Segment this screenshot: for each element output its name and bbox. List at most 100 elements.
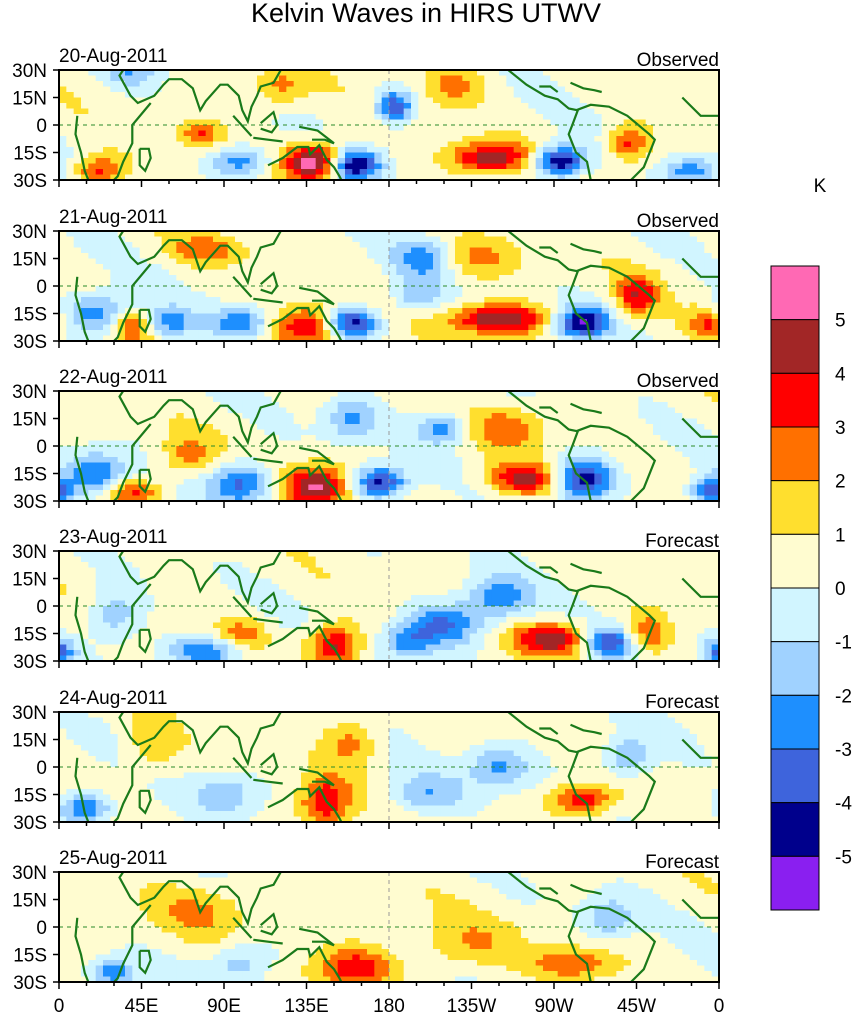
anomaly-cell [535, 130, 544, 137]
anomaly-cell [337, 163, 346, 170]
anomaly-cell [513, 291, 522, 298]
anomaly-cell [205, 236, 214, 243]
anomaly-cell [506, 308, 515, 315]
anomaly-cell [418, 103, 427, 110]
anomaly-cell [249, 125, 258, 132]
anomaly-cell [543, 446, 551, 453]
anomaly-cell [572, 319, 581, 326]
anomaly-cell [191, 174, 199, 181]
anomaly-cell [169, 275, 177, 282]
anomaly-cell [264, 440, 273, 447]
anomaly-cell [293, 302, 302, 309]
anomaly-cell [191, 446, 199, 453]
anomaly-cell [513, 92, 522, 99]
anomaly-cell [257, 275, 265, 282]
anomaly-cell [484, 429, 493, 436]
anomaly-cell [132, 269, 141, 276]
anomaly-cell [418, 286, 427, 293]
anomaly-cell [367, 418, 375, 425]
anomaly-cell [689, 147, 698, 154]
anomaly-cell [205, 457, 214, 464]
anomaly-cell [110, 152, 119, 159]
anomaly-cell [513, 302, 522, 309]
anomaly-cell [491, 141, 500, 148]
anomaly-cell [161, 413, 170, 420]
anomaly-cell [587, 147, 595, 154]
anomaly-cell [271, 253, 280, 260]
anomaly-cell [227, 174, 236, 181]
anomaly-cell [623, 158, 632, 165]
anomaly-cell [491, 269, 500, 276]
anomaly-cell [675, 75, 683, 82]
anomaly-cell [169, 136, 177, 143]
anomaly-cell [227, 114, 236, 121]
anomaly-cell [125, 269, 133, 276]
anomaly-cell [653, 236, 661, 243]
anomaly-cell [95, 435, 104, 442]
anomaly-cell [675, 174, 683, 181]
anomaly-cell [117, 302, 126, 309]
anomaly-cell [601, 429, 610, 436]
anomaly-cell [535, 308, 544, 315]
anomaly-cell [499, 446, 507, 453]
anomaly-cell [433, 141, 441, 148]
anomaly-cell [66, 335, 75, 342]
anomaly-cell [660, 424, 669, 431]
anomaly-cell [249, 264, 258, 271]
anomaly-cell [521, 280, 529, 287]
anomaly-cell [125, 163, 133, 170]
anomaly-cell [653, 302, 661, 309]
anomaly-cell [301, 435, 309, 442]
anomaly-cell [506, 92, 515, 99]
anomaly-cell [697, 86, 705, 93]
anomaly-cell [374, 391, 383, 398]
anomaly-cell [440, 158, 449, 165]
anomaly-cell [535, 108, 544, 115]
anomaly-cell [110, 114, 119, 121]
anomaly-cell [139, 236, 148, 243]
anomaly-cell [264, 324, 273, 331]
anomaly-cell [609, 152, 617, 159]
anomaly-cell [396, 435, 405, 442]
anomaly-cell [396, 308, 405, 315]
anomaly-cell [191, 152, 199, 159]
anomaly-cell [242, 236, 251, 243]
anomaly-cell [154, 174, 163, 181]
anomaly-cell [88, 264, 97, 271]
anomaly-cell [609, 264, 617, 271]
anomaly-cell [513, 152, 522, 159]
anomaly-cell [235, 402, 243, 409]
anomaly-cell [117, 81, 126, 88]
anomaly-cell [345, 275, 353, 282]
anomaly-cell [550, 335, 559, 342]
anomaly-cell [535, 141, 544, 148]
anomaly-cell [73, 231, 82, 238]
anomaly-cell [667, 413, 676, 420]
anomaly-cell [506, 269, 515, 276]
anomaly-cell [506, 446, 515, 453]
anomaly-cell [352, 242, 361, 249]
anomaly-cell [220, 108, 229, 115]
anomaly-cell [660, 275, 669, 282]
anomaly-cell [213, 291, 221, 298]
anomaly-cell [447, 97, 456, 104]
anomaly-cell [425, 446, 434, 453]
anomaly-cell [125, 302, 133, 309]
anomaly-cell [176, 335, 185, 342]
anomaly-cell [557, 275, 566, 282]
anomaly-cell [418, 291, 427, 298]
anomaly-cell [88, 108, 97, 115]
anomaly-cell [249, 114, 258, 121]
anomaly-cell [103, 319, 111, 326]
anomaly-cell [535, 275, 544, 282]
anomaly-cell [697, 396, 705, 403]
anomaly-cell [411, 152, 419, 159]
anomaly-cell [198, 247, 207, 254]
anomaly-cell [242, 286, 251, 293]
anomaly-cell [59, 141, 67, 148]
anomaly-cell [425, 462, 434, 469]
anomaly-cell [359, 286, 368, 293]
anomaly-cell [418, 258, 427, 265]
anomaly-cell [499, 158, 507, 165]
anomaly-cell [682, 335, 691, 342]
